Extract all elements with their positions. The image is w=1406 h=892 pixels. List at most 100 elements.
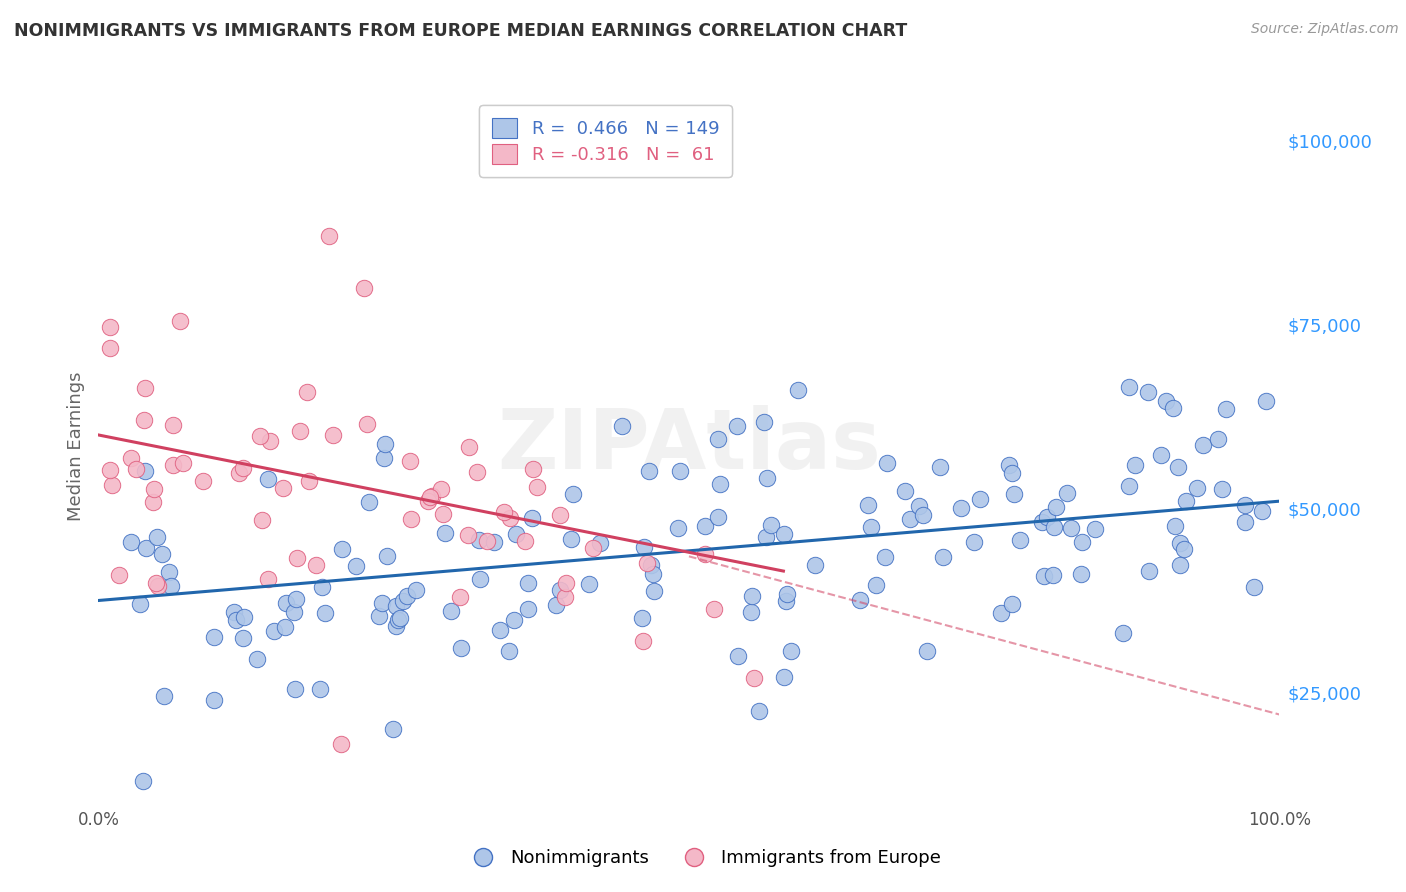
- Point: [707, 510, 730, 524]
- Point: [1032, 569, 1054, 583]
- Point: [385, 619, 408, 633]
- Point: [560, 532, 582, 546]
- Point: [1215, 402, 1237, 417]
- Point: [305, 558, 328, 572]
- Point: [263, 624, 285, 638]
- Point: [153, 689, 176, 703]
- Point: [274, 596, 297, 610]
- Point: [1118, 478, 1140, 492]
- Point: [98, 320, 121, 334]
- Point: [172, 456, 194, 470]
- Point: [169, 313, 191, 327]
- Point: [1031, 515, 1053, 529]
- Point: [873, 549, 896, 564]
- Point: [232, 610, 254, 624]
- Point: [503, 614, 526, 628]
- Point: [666, 521, 689, 535]
- Point: [740, 605, 762, 619]
- Point: [640, 558, 662, 572]
- Point: [191, 474, 214, 488]
- Point: [405, 582, 427, 597]
- Point: [356, 417, 378, 431]
- Point: [588, 536, 610, 550]
- Point: [633, 540, 655, 554]
- Text: NONIMMIGRANTS VS IMMIGRANTS FROM EUROPE MEDIAN EARNINGS CORRELATION CHART: NONIMMIGRANTS VS IMMIGRANTS FROM EUROPE …: [14, 22, 907, 40]
- Point: [387, 613, 409, 627]
- Point: [359, 495, 381, 509]
- Point: [232, 631, 254, 645]
- Point: [1060, 521, 1083, 535]
- Point: [330, 542, 353, 557]
- Point: [381, 723, 404, 737]
- Point: [1070, 534, 1092, 549]
- Point: [465, 465, 488, 479]
- Point: [392, 594, 415, 608]
- Point: [398, 454, 420, 468]
- Point: [477, 533, 499, 548]
- Point: [1150, 448, 1173, 462]
- Point: [228, 467, 250, 481]
- Point: [695, 518, 717, 533]
- Point: [520, 511, 543, 525]
- Point: [725, 419, 748, 434]
- Legend: R =  0.466   N = 149, R = -0.316   N =  61: R = 0.466 N = 149, R = -0.316 N = 61: [479, 105, 733, 177]
- Point: [522, 462, 544, 476]
- Point: [145, 575, 167, 590]
- Point: [555, 575, 578, 590]
- Point: [780, 644, 803, 658]
- Point: [373, 450, 395, 465]
- Point: [420, 490, 443, 504]
- Point: [776, 587, 799, 601]
- Point: [470, 572, 492, 586]
- Point: [638, 464, 661, 478]
- Point: [284, 591, 307, 606]
- Point: [457, 528, 479, 542]
- Point: [929, 460, 952, 475]
- Point: [224, 605, 246, 619]
- Point: [610, 418, 633, 433]
- Point: [419, 491, 441, 505]
- Point: [915, 644, 938, 658]
- Point: [703, 602, 725, 616]
- Point: [271, 481, 294, 495]
- Point: [1234, 498, 1257, 512]
- Point: [1042, 568, 1064, 582]
- Point: [1137, 385, 1160, 400]
- Point: [1164, 518, 1187, 533]
- Point: [641, 567, 664, 582]
- Point: [668, 464, 690, 478]
- Point: [517, 602, 540, 616]
- Point: [374, 437, 396, 451]
- Point: [146, 530, 169, 544]
- Point: [499, 510, 522, 524]
- Point: [636, 556, 658, 570]
- Point: [1042, 520, 1064, 534]
- Point: [1001, 597, 1024, 611]
- Point: [1156, 394, 1178, 409]
- Point: [134, 413, 156, 427]
- Point: [450, 641, 472, 656]
- Point: [505, 527, 527, 541]
- Point: [389, 610, 412, 624]
- Point: [550, 508, 572, 522]
- Point: [449, 590, 471, 604]
- Point: [963, 535, 986, 549]
- Point: [759, 517, 782, 532]
- Point: [284, 681, 307, 696]
- Point: [1254, 393, 1277, 408]
- Point: [990, 606, 1012, 620]
- Point: [1084, 522, 1107, 536]
- Legend: Nonimmigrants, Immigrants from Europe: Nonimmigrants, Immigrants from Europe: [458, 842, 948, 874]
- Point: [727, 649, 749, 664]
- Point: [134, 464, 156, 478]
- Point: [865, 577, 887, 591]
- Point: [748, 704, 770, 718]
- Point: [1161, 401, 1184, 415]
- Point: [742, 671, 765, 685]
- Point: [246, 652, 269, 666]
- Point: [582, 541, 605, 555]
- Point: [150, 547, 173, 561]
- Point: [898, 512, 921, 526]
- Point: [395, 589, 418, 603]
- Point: [135, 541, 157, 556]
